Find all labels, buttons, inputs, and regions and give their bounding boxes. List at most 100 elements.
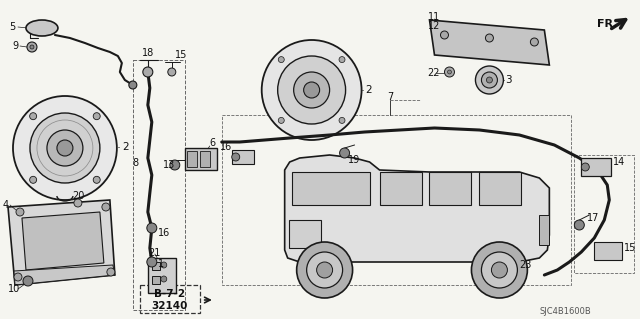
Bar: [232, 150, 253, 164]
Bar: [221, 115, 572, 285]
Circle shape: [102, 203, 110, 211]
Polygon shape: [22, 212, 104, 270]
Text: 4: 4: [3, 200, 9, 210]
Circle shape: [161, 276, 167, 282]
Circle shape: [30, 113, 100, 183]
Circle shape: [107, 268, 115, 276]
Text: 8: 8: [133, 158, 139, 168]
Text: 14: 14: [613, 157, 625, 167]
Text: 20: 20: [72, 191, 84, 201]
Circle shape: [147, 223, 157, 233]
Circle shape: [13, 96, 117, 200]
Text: 32140: 32140: [152, 301, 188, 311]
Circle shape: [486, 77, 492, 83]
Text: 19: 19: [348, 155, 360, 165]
Circle shape: [307, 252, 342, 288]
Circle shape: [27, 42, 37, 52]
Text: 16: 16: [158, 228, 170, 238]
Circle shape: [476, 66, 504, 94]
Circle shape: [303, 82, 319, 98]
Circle shape: [93, 113, 100, 120]
Text: 5: 5: [9, 22, 15, 32]
Circle shape: [278, 56, 346, 124]
Text: 7: 7: [388, 92, 394, 102]
Circle shape: [447, 70, 451, 74]
Text: 16: 16: [220, 142, 232, 152]
Polygon shape: [292, 172, 369, 205]
Circle shape: [278, 117, 284, 123]
Text: 22: 22: [428, 68, 440, 78]
Bar: [581, 158, 611, 176]
Polygon shape: [14, 265, 115, 285]
Circle shape: [492, 262, 508, 278]
Circle shape: [481, 252, 517, 288]
Text: 21: 21: [148, 248, 160, 258]
Bar: [187, 151, 196, 167]
Bar: [148, 258, 176, 293]
Bar: [133, 60, 185, 310]
Circle shape: [93, 176, 100, 183]
Polygon shape: [479, 172, 522, 205]
Circle shape: [147, 257, 157, 267]
Text: 23: 23: [520, 260, 532, 270]
Polygon shape: [8, 200, 115, 285]
Circle shape: [294, 72, 330, 108]
Bar: [200, 151, 210, 167]
Circle shape: [581, 163, 589, 171]
Bar: [595, 242, 622, 260]
Circle shape: [23, 276, 33, 286]
Circle shape: [170, 160, 180, 170]
Bar: [152, 262, 160, 270]
Text: FR.: FR.: [597, 19, 618, 29]
Circle shape: [481, 72, 497, 88]
Text: 2: 2: [122, 142, 129, 152]
Circle shape: [161, 262, 167, 268]
Circle shape: [29, 113, 36, 120]
Circle shape: [472, 242, 527, 298]
Text: 15: 15: [624, 243, 637, 253]
Text: 17: 17: [588, 213, 600, 223]
Circle shape: [485, 34, 493, 42]
Text: 6: 6: [210, 138, 216, 148]
Text: SJC4B1600B: SJC4B1600B: [540, 307, 591, 315]
Circle shape: [531, 38, 538, 46]
Circle shape: [317, 262, 333, 278]
Text: 12: 12: [428, 21, 440, 31]
Polygon shape: [429, 20, 549, 65]
Circle shape: [30, 45, 34, 49]
Polygon shape: [429, 172, 472, 205]
Circle shape: [262, 40, 362, 140]
Circle shape: [339, 117, 345, 123]
Ellipse shape: [26, 20, 58, 36]
Circle shape: [278, 56, 284, 63]
Text: 9: 9: [12, 41, 18, 51]
Circle shape: [129, 81, 137, 89]
Text: 18: 18: [141, 48, 154, 58]
Circle shape: [574, 220, 584, 230]
Circle shape: [444, 67, 454, 77]
Circle shape: [143, 67, 153, 77]
Polygon shape: [380, 172, 422, 205]
Text: 10: 10: [8, 284, 20, 294]
Circle shape: [440, 31, 449, 39]
Bar: [140, 285, 200, 313]
Text: 2: 2: [365, 85, 372, 95]
Bar: [289, 220, 321, 248]
Bar: [540, 215, 549, 245]
Circle shape: [339, 56, 345, 63]
Circle shape: [74, 199, 82, 207]
Text: 11: 11: [428, 12, 440, 22]
Text: 1: 1: [158, 259, 164, 269]
Polygon shape: [285, 155, 549, 262]
Text: 13: 13: [163, 160, 175, 170]
Bar: [574, 155, 634, 273]
Circle shape: [232, 153, 240, 161]
Text: 3: 3: [506, 75, 512, 85]
Bar: [152, 276, 160, 284]
Circle shape: [14, 273, 22, 281]
Circle shape: [297, 242, 353, 298]
Text: B-7-2: B-7-2: [154, 289, 186, 299]
Circle shape: [16, 208, 24, 216]
Circle shape: [47, 130, 83, 166]
Circle shape: [29, 176, 36, 183]
